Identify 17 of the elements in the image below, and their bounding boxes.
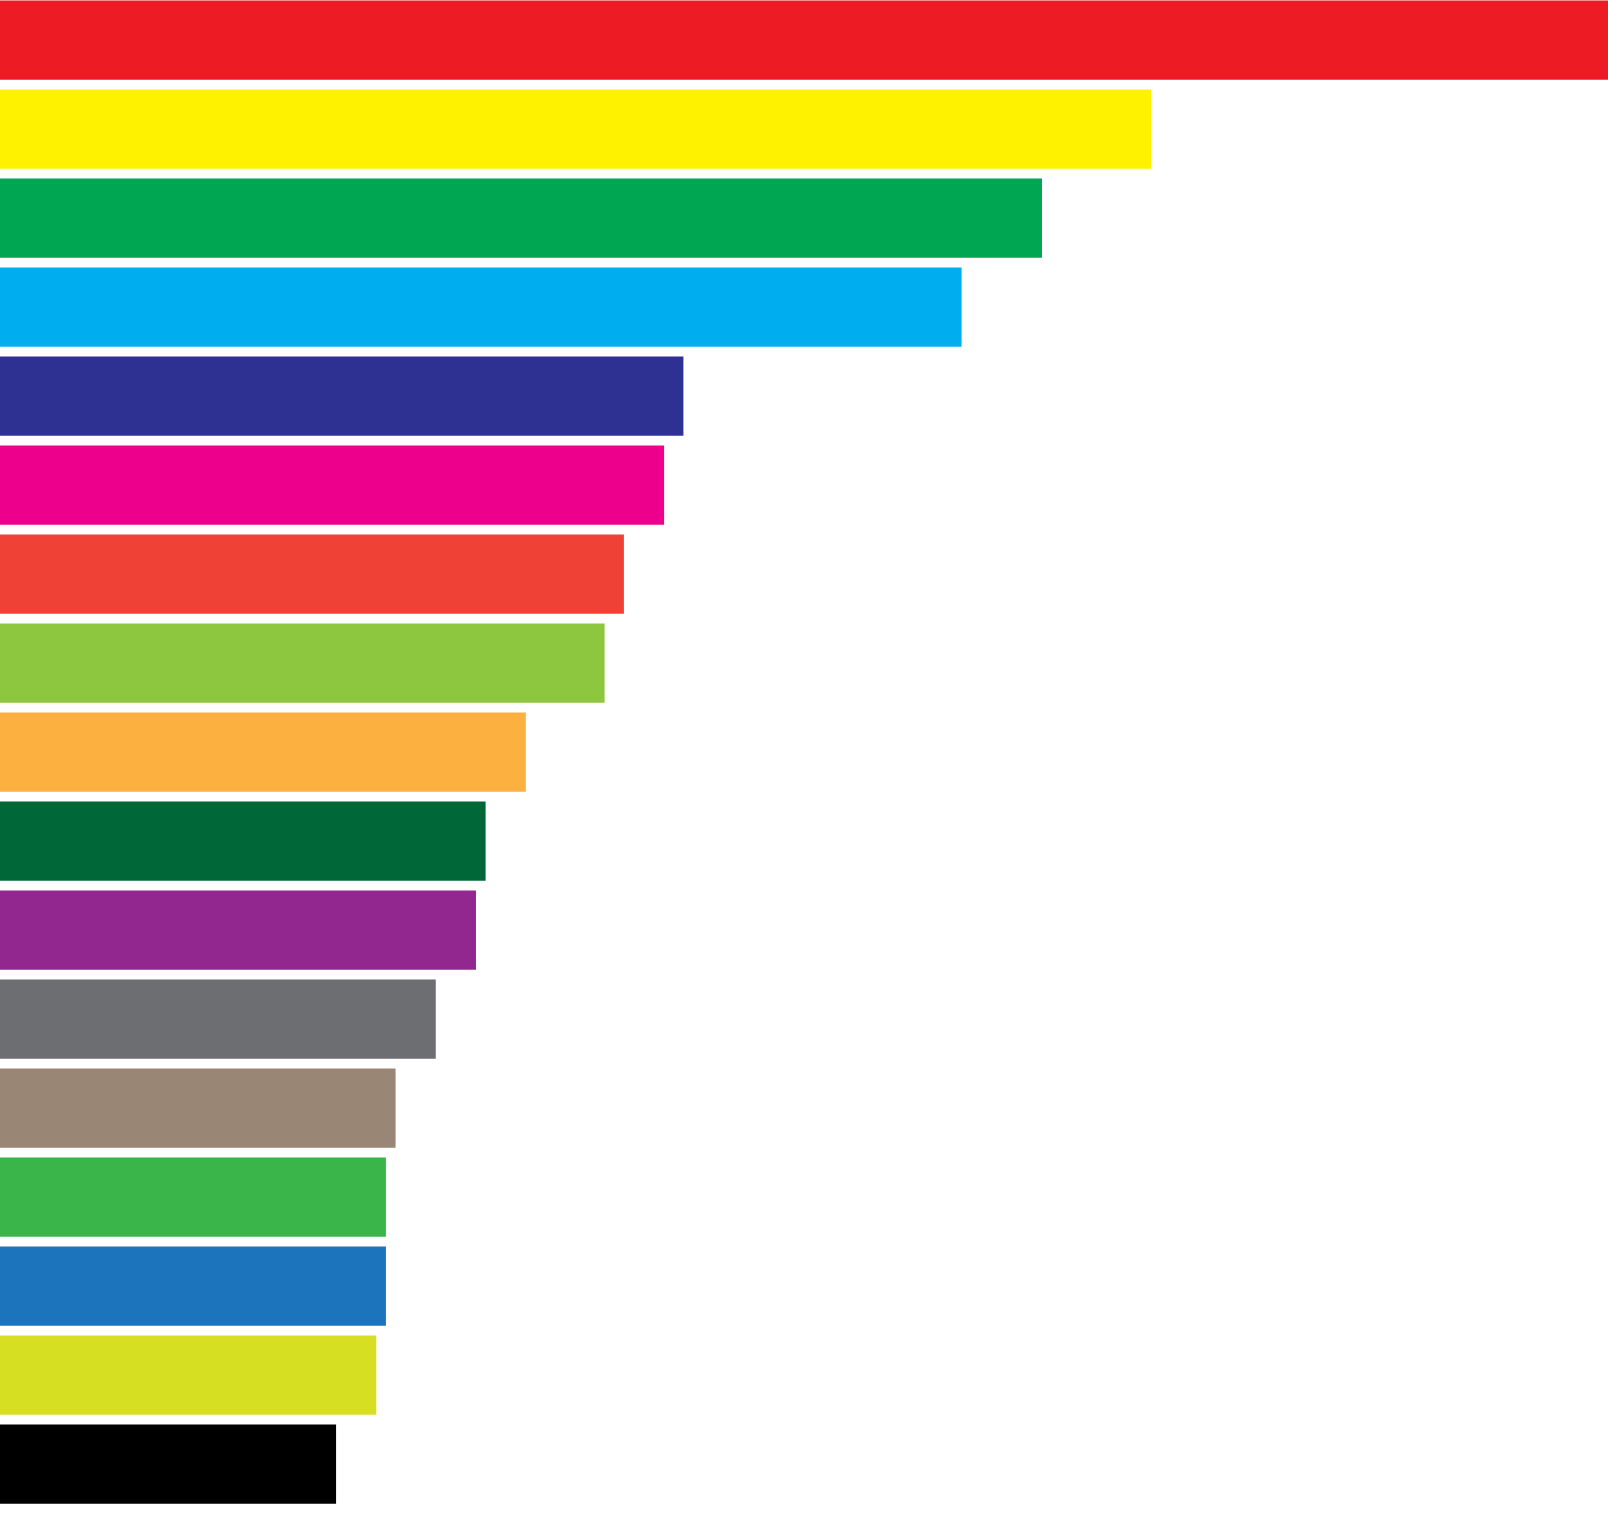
bar [0,267,962,347]
bar [0,801,486,881]
bar [0,1246,386,1326]
bar [0,534,624,614]
bar [0,1424,337,1504]
bar [0,356,684,436]
bar [0,1157,386,1237]
bar [0,1335,377,1415]
bar [0,890,476,970]
bar [0,0,1608,80]
bar [0,979,436,1059]
bar [0,178,1042,258]
bar [0,623,605,703]
bar [0,1068,396,1148]
bar [0,712,526,792]
bar [0,445,665,525]
bar [0,89,1152,169]
